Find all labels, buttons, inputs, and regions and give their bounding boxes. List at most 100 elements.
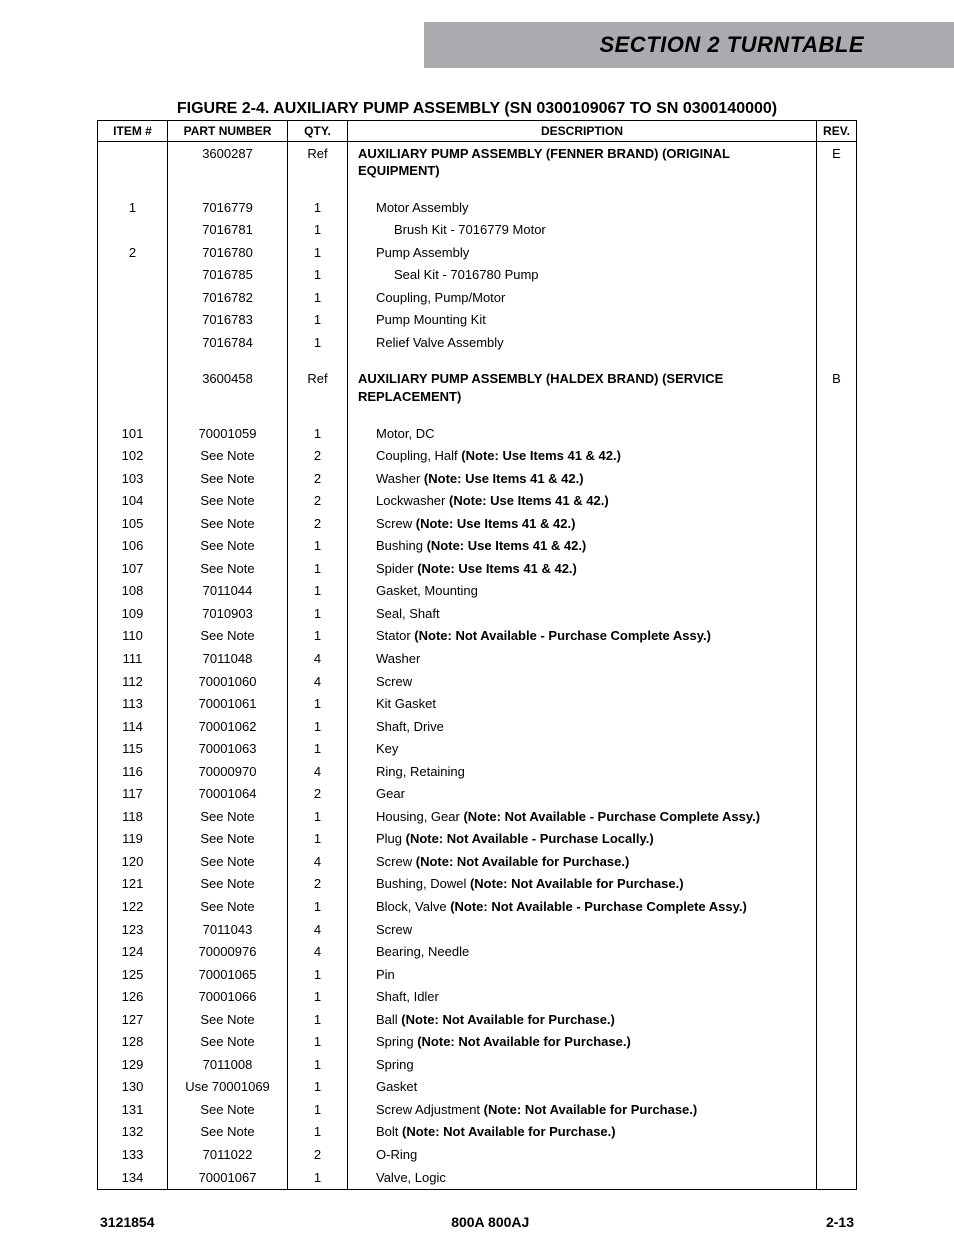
cell-part: 7016782 <box>168 286 288 309</box>
cell-desc: Kit Gasket <box>348 693 817 716</box>
section-title: SECTION 2 TURNTABLE <box>599 32 864 58</box>
header-grey-bar: SECTION 2 TURNTABLE <box>424 22 954 68</box>
cell-item: 130 <box>98 1076 168 1099</box>
cell-qty: 1 <box>288 896 348 919</box>
table-row: 101700010591Motor, DC <box>98 422 857 445</box>
figure-title: FIGURE 2-4. AUXILIARY PUMP ASSEMBLY (SN … <box>0 100 954 118</box>
cell-desc: Lockwasher (Note: Use Items 41 & 42.) <box>348 490 817 513</box>
table-row: 70167851Seal Kit - 7016780 Pump <box>98 264 857 287</box>
cell-item <box>98 368 168 408</box>
cell-qty: 1 <box>288 693 348 716</box>
cell-qty: 1 <box>288 963 348 986</box>
cell-item <box>98 331 168 354</box>
cell-part: See Note <box>168 490 288 513</box>
cell-desc: Bushing (Note: Use Items 41 & 42.) <box>348 535 817 558</box>
cell-rev <box>817 850 857 873</box>
cell-desc: Screw <box>348 918 817 941</box>
table-row: 120See Note4Screw (Note: Not Available f… <box>98 850 857 873</box>
table-header-row: ITEM # PART NUMBER QTY. DESCRIPTION REV. <box>98 121 857 142</box>
cell-part: 3600458 <box>168 368 288 408</box>
cell-qty: 1 <box>288 738 348 761</box>
cell-part: 7016779 <box>168 196 288 219</box>
cell-rev <box>817 693 857 716</box>
cell-desc: Plug (Note: Not Available - Purchase Loc… <box>348 828 817 851</box>
cell-desc: Spider (Note: Use Items 41 & 42.) <box>348 557 817 580</box>
table-row: 110See Note1Stator (Note: Not Available … <box>98 625 857 648</box>
cell-item: 119 <box>98 828 168 851</box>
cell-rev <box>817 445 857 468</box>
table-row: 12370110434Screw <box>98 918 857 941</box>
cell-desc: Gasket <box>348 1076 817 1099</box>
table-row: 103See Note2Washer (Note: Use Items 41 &… <box>98 467 857 490</box>
cell-part: 70001067 <box>168 1166 288 1189</box>
table-row: 115700010631Key <box>98 738 857 761</box>
cell-qty: 1 <box>288 1098 348 1121</box>
cell-part: See Note <box>168 512 288 535</box>
table-row: 122See Note1Block, Valve (Note: Not Avai… <box>98 896 857 919</box>
table-row: 117700010642Gear <box>98 783 857 806</box>
cell-part: 7011008 <box>168 1053 288 1076</box>
cell-part: 7011022 <box>168 1144 288 1167</box>
cell-desc: Relief Valve Assembly <box>348 331 817 354</box>
cell-desc: Seal, Shaft <box>348 602 817 625</box>
cell-rev <box>817 467 857 490</box>
cell-part: 70001065 <box>168 963 288 986</box>
cell-part: 7010903 <box>168 602 288 625</box>
cell-qty: 1 <box>288 805 348 828</box>
cell-qty: 1 <box>288 241 348 264</box>
cell-item <box>98 142 168 183</box>
table-row <box>98 354 857 368</box>
cell-item: 117 <box>98 783 168 806</box>
cell-part: 70001063 <box>168 738 288 761</box>
cell-qty: 4 <box>288 918 348 941</box>
cell-qty: 4 <box>288 941 348 964</box>
cell-part: See Note <box>168 828 288 851</box>
table-row: 116700009704Ring, Retaining <box>98 760 857 783</box>
cell-rev <box>817 1144 857 1167</box>
cell-item: 128 <box>98 1031 168 1054</box>
cell-qty: 1 <box>288 1076 348 1099</box>
cell-rev <box>817 557 857 580</box>
cell-qty: 1 <box>288 1166 348 1189</box>
cell-qty: 2 <box>288 490 348 513</box>
cell-desc: Screw (Note: Use Items 41 & 42.) <box>348 512 817 535</box>
table-row <box>98 182 857 196</box>
cell-qty: 1 <box>288 309 348 332</box>
cell-part: See Note <box>168 1098 288 1121</box>
cell-qty: 1 <box>288 422 348 445</box>
cell-part: 70001064 <box>168 783 288 806</box>
cell-desc: Motor Assembly <box>348 196 817 219</box>
cell-rev <box>817 963 857 986</box>
cell-desc: Brush Kit - 7016779 Motor <box>348 219 817 242</box>
cell-part: 7016783 <box>168 309 288 332</box>
cell-qty: 2 <box>288 783 348 806</box>
table-row: 104See Note2Lockwasher (Note: Use Items … <box>98 490 857 513</box>
cell-rev <box>817 918 857 941</box>
cell-rev <box>817 580 857 603</box>
cell-rev: B <box>817 368 857 408</box>
table-row: 132See Note1Bolt (Note: Not Available fo… <box>98 1121 857 1144</box>
cell-item: 114 <box>98 715 168 738</box>
header: SECTION 2 TURNTABLE <box>0 0 954 56</box>
footer-left: 3121854 <box>100 1214 155 1230</box>
cell-rev <box>817 241 857 264</box>
cell-qty: 1 <box>288 580 348 603</box>
cell-qty: 1 <box>288 535 348 558</box>
cell-qty: Ref <box>288 142 348 183</box>
cell-desc: Seal Kit - 7016780 Pump <box>348 264 817 287</box>
cell-item: 115 <box>98 738 168 761</box>
cell-qty: 1 <box>288 1008 348 1031</box>
cell-part: See Note <box>168 873 288 896</box>
table-row: 107See Note1Spider (Note: Use Items 41 &… <box>98 557 857 580</box>
table-row: 134700010671Valve, Logic <box>98 1166 857 1189</box>
cell-qty: 1 <box>288 286 348 309</box>
cell-part: See Note <box>168 1031 288 1054</box>
cell-qty: 2 <box>288 873 348 896</box>
cell-qty: 1 <box>288 196 348 219</box>
cell-qty: 1 <box>288 828 348 851</box>
footer-right: 2-13 <box>826 1214 854 1230</box>
cell-rev <box>817 760 857 783</box>
cell-desc: Shaft, Idler <box>348 986 817 1009</box>
cell-item: 108 <box>98 580 168 603</box>
cell-rev <box>817 1098 857 1121</box>
